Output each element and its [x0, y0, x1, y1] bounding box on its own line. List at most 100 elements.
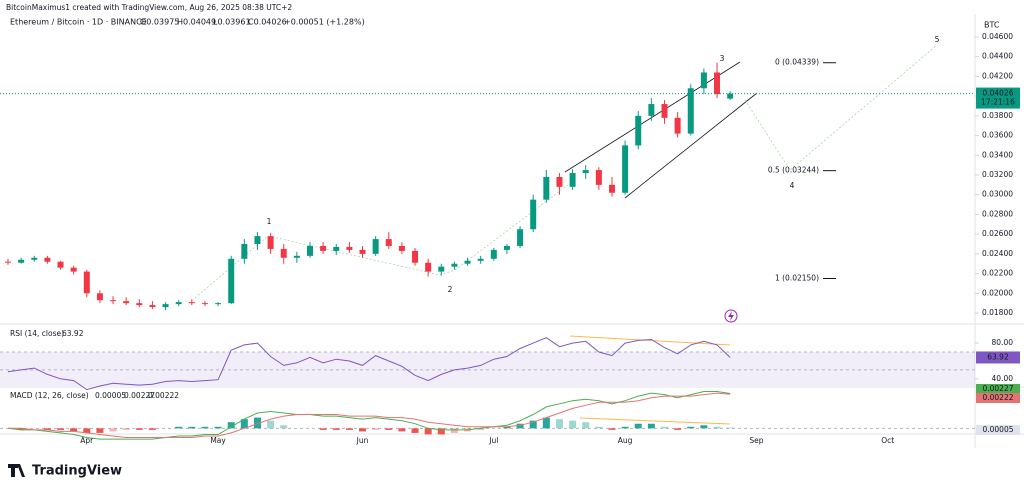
macd-histogram-bar [122, 428, 130, 430]
candle-body [385, 239, 392, 246]
macd-histogram-bar [450, 428, 458, 433]
candle-body [201, 303, 208, 305]
candle-body [228, 258, 235, 304]
macd-title: MACD (12, 26, close) [10, 391, 89, 400]
candle-body [438, 266, 445, 272]
candle-body [530, 199, 537, 230]
macd-histogram-bar [608, 428, 616, 430]
candle-body [5, 261, 11, 263]
macd-value: 0.00227 [124, 391, 155, 400]
candle-body [70, 267, 77, 272]
event-icon[interactable] [724, 309, 738, 323]
last-price-label: 0.04026 [982, 89, 1013, 98]
candle-body [372, 239, 379, 254]
candle-body [595, 170, 602, 185]
ohlc-value: L0.03961 [213, 18, 251, 27]
macd-histogram-bar [43, 428, 51, 430]
y-tick-label: 0.03800 [982, 111, 1013, 120]
x-tick-label: Aug [618, 436, 633, 445]
brand: TradingView [32, 464, 122, 479]
macd-histogram-bar [713, 426, 721, 429]
y-tick-label: 0.03200 [982, 170, 1013, 179]
macd-histogram-bar [674, 428, 682, 430]
macd-histogram-bar [227, 422, 235, 429]
candle-body [320, 245, 327, 251]
macd-badge-label: 0.00227 [982, 384, 1013, 393]
candle-body [188, 302, 195, 304]
ohlc-value: O0.03975 [140, 18, 179, 27]
channel [564, 61, 758, 199]
macd-histogram-bar [109, 428, 117, 432]
macd-histogram-bar [214, 426, 222, 429]
macd-histogram-bar [621, 426, 629, 429]
macd-histogram-bar [201, 426, 209, 429]
macd-histogram-bar [555, 419, 563, 429]
macd-histogram-bar [359, 428, 367, 432]
candle-body [346, 246, 353, 250]
y-tick-label: 0.03400 [982, 150, 1013, 159]
candle-body [635, 115, 642, 146]
candle-body [503, 245, 510, 250]
macd-histogram-bar [503, 426, 511, 429]
macd-histogram-bar [529, 420, 537, 429]
macd-histogram-bar [542, 417, 550, 429]
candle-body [280, 248, 287, 258]
macd-histogram-bar [280, 425, 288, 429]
candle-body [44, 257, 51, 262]
macd-hist-value: 0.00005 [95, 391, 126, 400]
fib-label: 0.5 (0.03244) [768, 166, 819, 175]
macd-histogram-bar [240, 419, 248, 429]
ohlc-value: C0.04026 [248, 18, 287, 27]
wave-path [194, 44, 938, 299]
fib-label: 1 (0.02150) [775, 274, 819, 283]
macd-histogram-bar [319, 428, 327, 430]
fib-label: 0 (0.04339) [775, 58, 819, 67]
y-tick-label: 0.02600 [982, 229, 1013, 238]
candle-body [398, 245, 405, 251]
macd-histogram-bar [372, 428, 380, 430]
y-tick-label: 0.01800 [982, 308, 1013, 317]
candle-body [714, 72, 721, 95]
macd-badge [976, 425, 1020, 435]
y-tick-label: 0.02400 [982, 249, 1013, 258]
macd-histogram-bar [582, 422, 590, 429]
macd-badge-label: 0.00005 [982, 425, 1013, 434]
candle-body [293, 255, 300, 258]
y-tick-label: 40.00 [992, 374, 1014, 383]
event-icon-bolt [728, 311, 734, 321]
x-tick-label: Oct [881, 436, 894, 445]
candle-body [582, 170, 589, 174]
macd-badge-label: 0.00222 [982, 393, 1013, 402]
macd-histogram-bar [700, 425, 708, 429]
candle-body [149, 305, 156, 308]
logo: TradingView [8, 464, 122, 479]
candle-body [608, 184, 615, 193]
ohlc-value: H0.04049 [177, 18, 216, 27]
candle-body [700, 72, 707, 89]
wave-label: 5 [935, 35, 940, 44]
macd-histogram-bar [148, 428, 156, 430]
macd-histogram-bar [569, 420, 577, 429]
y-tick-label: 0.03000 [982, 190, 1013, 199]
y-tick-label: 0.04600 [982, 32, 1013, 41]
signal-value: 0.00222 [148, 391, 179, 400]
candle-body [412, 250, 419, 263]
currency: BTC [984, 21, 1000, 30]
candle-body [451, 263, 458, 267]
symbol: Ethereum / Bitcoin · 1D · BINANCE [10, 18, 147, 27]
macd-histogram-bar [647, 423, 655, 429]
candle-body [83, 271, 90, 294]
rsi-line [7, 337, 731, 391]
signal-line [8, 392, 731, 438]
macd-histogram-bar [70, 428, 78, 432]
divergence-line [579, 417, 731, 425]
candle-body [464, 260, 471, 264]
x-tick-label: Jul [488, 436, 498, 445]
macd-histogram-bar [595, 426, 603, 429]
macd-histogram-bar [135, 428, 143, 430]
wave-label: 1 [267, 217, 272, 226]
candle-body [490, 249, 497, 259]
candle-body [110, 300, 117, 302]
macd-histogram-bar [57, 428, 65, 430]
